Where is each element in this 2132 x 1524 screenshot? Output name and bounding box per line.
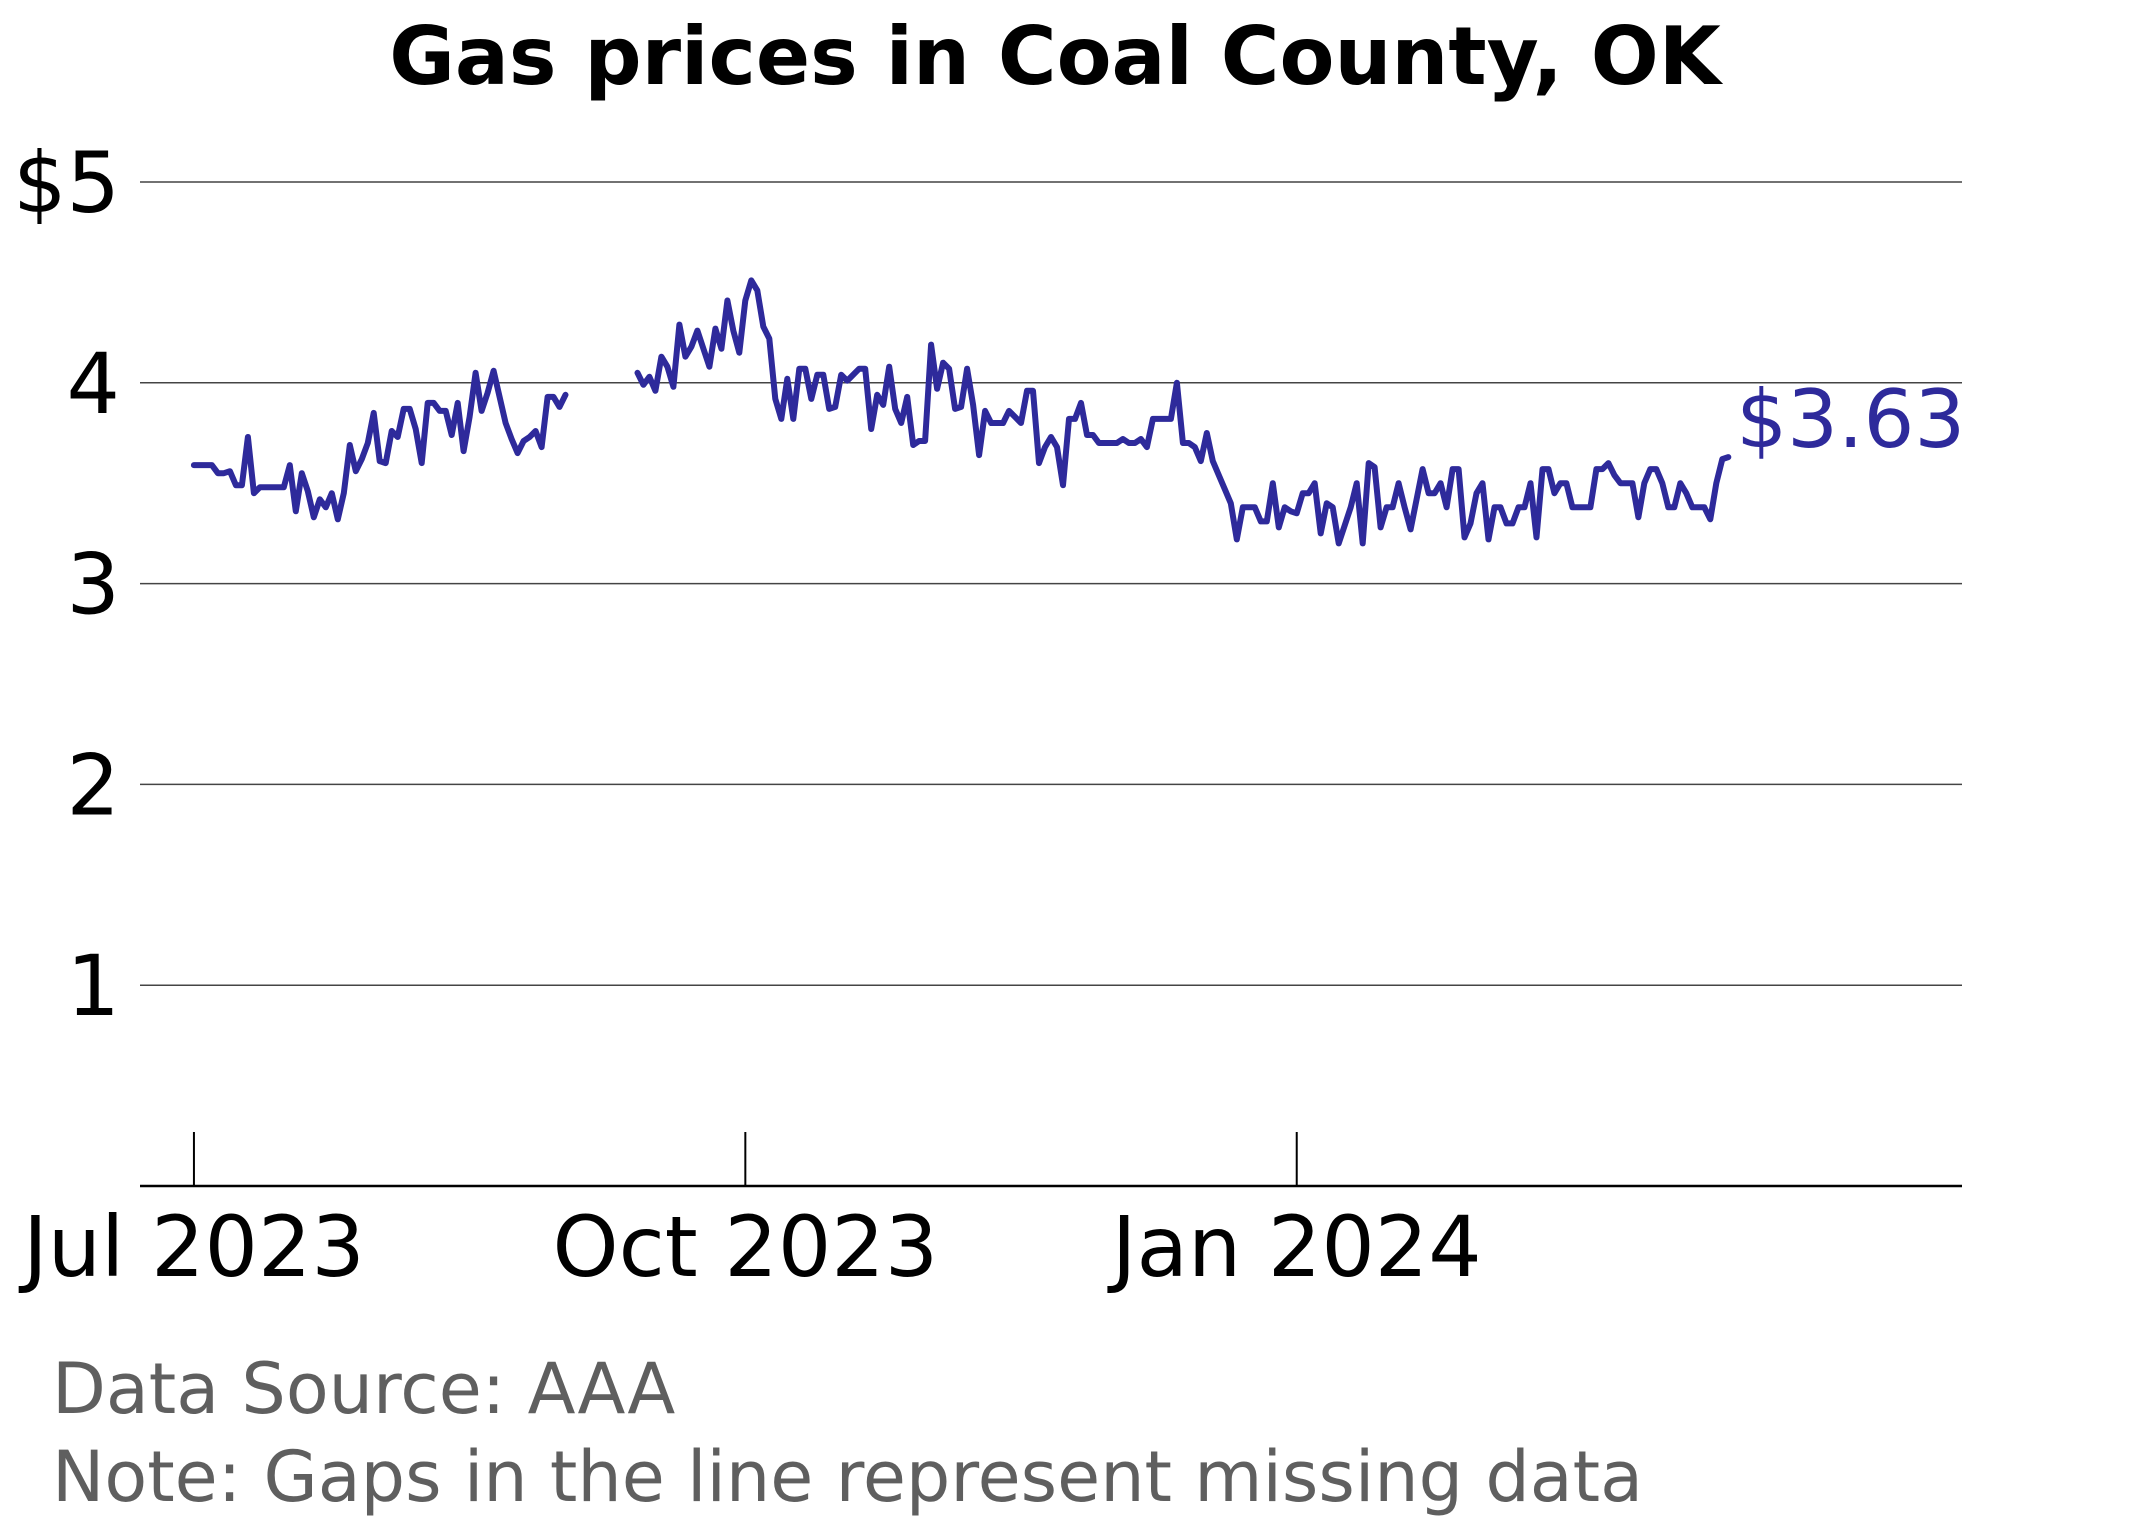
x-tick-label: Jul 2023 [18, 1198, 365, 1296]
y-tick-label: 2 [67, 736, 120, 834]
x-tick-label: Oct 2023 [552, 1198, 938, 1296]
latest-price-label: $3.63 [1736, 373, 1965, 466]
y-tick-label: $5 [13, 134, 120, 232]
gridlines: 1 2 3 4 $5 [13, 134, 1962, 1035]
data-source-note: Data Source: AAA [52, 1348, 676, 1430]
y-tick-label: 3 [67, 536, 120, 634]
missing-data-note: Note: Gaps in the line represent missing… [52, 1436, 1643, 1518]
price-line-segment [634, 277, 1732, 547]
y-tick-label: 4 [67, 335, 120, 433]
price-line-segment [190, 367, 569, 523]
x-axis: Jul 2023 Oct 2023 Jan 2024 [18, 1132, 1962, 1296]
chart-title: Gas prices in Coal County, OK [389, 10, 1724, 103]
y-tick-label: 1 [67, 937, 120, 1035]
price-line [190, 277, 1732, 547]
x-tick-label: Jan 2024 [1107, 1198, 1482, 1296]
